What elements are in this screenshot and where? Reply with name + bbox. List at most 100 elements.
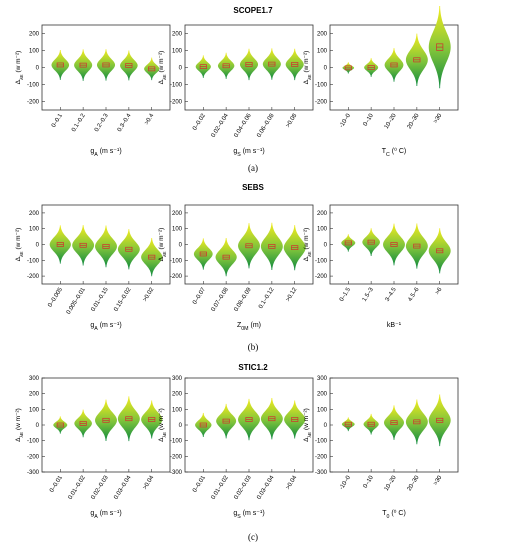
panel-1-0: -200 -100 0 100 200 ΔλE (w m⁻²) 0–0.005 0.005–0… [15, 204, 171, 332]
y-tick-label: -100 [315, 439, 328, 445]
y-tick-label: -200 [315, 274, 328, 280]
y-tick-label: 200 [172, 211, 183, 217]
y-tick-label: 300 [317, 376, 328, 382]
y-tick-label: -100 [170, 83, 183, 89]
x-axis-label: gA (m s⁻¹) [90, 510, 121, 520]
panel-1-2: -200 -100 0 100 200 ΔλE (w m⁻²) 0–1.5 1.5–3 3–4.… [303, 204, 459, 329]
panel-2-1: -300 -200 -100 0 100 200 300 ΔλE (w m⁻²) 0–0.01 0… [158, 376, 314, 520]
x-tick-label: 0.04–0.06 [233, 112, 253, 138]
y-tick-label: -100 [170, 439, 183, 445]
y-tick-label: -100 [27, 258, 40, 264]
x-tick-label: 0–0.01 [49, 474, 64, 493]
x-tick-label: 0–0.005 [47, 286, 64, 308]
x-tick-label: 10–20 [384, 474, 398, 492]
y-tick-label: -200 [315, 454, 328, 460]
y-tick-label: -200 [27, 274, 40, 280]
y-axis-label: ΔλE (w m⁻²) [158, 408, 168, 442]
x-tick-label: 0.15–0.02 [113, 286, 133, 312]
y-tick-label: 200 [317, 211, 328, 217]
x-tick-label: 0.1–0.2 [71, 112, 87, 133]
panel-2-0: -300 -200 -100 0 100 200 300 ΔλE (w m⁻²) 0–0.01 0… [15, 376, 171, 520]
y-tick-label: -200 [170, 454, 183, 460]
x-tick-label: >30 [433, 474, 444, 486]
x-tick-label: 0.01–0.15 [90, 286, 110, 312]
y-tick-label: 200 [317, 392, 328, 398]
x-tick-label: 0.01–0.02 [68, 474, 88, 500]
x-tick-label: 0.02–0.03 [233, 474, 253, 500]
panel-2-2: -300 -200 -100 0 100 200 300 ΔλE (w m⁻²) -10–0 0–… [303, 376, 459, 520]
x-axis-label: gA (m s⁻¹) [90, 322, 121, 332]
x-tick-label: 20–30 [407, 112, 421, 130]
y-axis-label: ΔλE (w m⁻²) [158, 228, 168, 262]
y-tick-label: 0 [179, 66, 183, 72]
x-tick-label: 0.01–0.02 [211, 474, 231, 500]
x-tick-label: 1.5–3 [362, 286, 375, 302]
x-tick-label: >0.08 [285, 112, 298, 129]
y-tick-label: -100 [170, 258, 183, 264]
y-axis-label: ΔλE (w m⁻²) [15, 51, 25, 85]
x-tick-label: -10–0 [339, 474, 353, 491]
chart-caption: (b) [248, 342, 259, 352]
y-tick-label: -200 [170, 100, 183, 106]
y-tick-label: 100 [317, 227, 328, 233]
y-tick-label: -200 [27, 100, 40, 106]
y-tick-label: 0 [36, 243, 40, 249]
x-tick-label: >0.12 [285, 286, 298, 303]
y-tick-label: 200 [29, 32, 40, 38]
panel-1-1: -200 -100 0 100 200 ΔλE (w m⁻²) 0–0.07 0.07–0.0… [158, 204, 314, 332]
y-tick-label: 100 [317, 407, 328, 413]
x-tick-label: 20–30 [407, 474, 421, 492]
x-tick-label: >0.04 [285, 474, 298, 491]
y-axis-label: ΔλE (w m⁻²) [158, 51, 168, 85]
chart-row-2: STIC1.2 (c) -300 -200 -100 0 100 200 300 ΔλE (w m… [15, 363, 459, 542]
x-tick-label: 0.03–0.04 [113, 474, 133, 500]
y-tick-label: 0 [36, 423, 40, 429]
y-axis-label: ΔλE (w m⁻²) [303, 228, 313, 262]
y-tick-label: -300 [170, 470, 183, 476]
y-axis-label: ΔλE (w m⁻²) [303, 51, 313, 85]
y-tick-label: 0 [36, 66, 40, 72]
x-axis-label: gS (m s⁻¹) [233, 148, 264, 158]
y-tick-label: 0 [324, 423, 328, 429]
y-tick-label: 100 [172, 227, 183, 233]
y-tick-label: -200 [170, 274, 183, 280]
y-axis-label: ΔλE (w m⁻²) [15, 408, 25, 442]
x-axis-label: gS (m s⁻¹) [233, 510, 264, 520]
y-tick-label: 0 [324, 243, 328, 249]
x-tick-label: >0.04 [142, 474, 155, 491]
panel-0-0: -200 -100 0 100 200 ΔλE (w m⁻²) 0–0.1 0.1–0.2 0.… [15, 24, 171, 158]
x-tick-label: 0.03–0.04 [256, 474, 276, 500]
panel-0-1: -200 -100 0 100 200 ΔλE (w m⁻²) 0–0.02 0.02–0.0… [158, 24, 314, 158]
y-tick-label: 200 [29, 392, 40, 398]
y-tick-label: 0 [324, 66, 328, 72]
x-tick-label: >0.4 [144, 112, 156, 126]
y-tick-label: 200 [172, 392, 183, 398]
chart-row-0: SCOPE1.7 (a) -200 -100 0 100 200 ΔλE (w m⁻²) 0–0… [15, 5, 459, 173]
chart-title: SEBS [242, 183, 264, 192]
x-tick-label: 4.5–6 [408, 286, 421, 302]
x-axis-label: gA (m s⁻¹) [90, 148, 121, 158]
y-tick-label: 100 [172, 407, 183, 413]
x-axis-label: T0 (⁰ C) [382, 509, 406, 520]
x-tick-label: 0.02–0.04 [211, 112, 231, 138]
x-tick-label: 0–1.5 [339, 286, 352, 302]
y-tick-label: 300 [172, 376, 183, 382]
y-tick-label: 0 [179, 423, 183, 429]
chart-caption: (c) [248, 532, 258, 542]
y-tick-label: 0 [179, 243, 183, 249]
y-tick-label: -100 [315, 83, 328, 89]
chart-row-1: SEBS (b) -200 -100 0 100 200 ΔλE (w m⁻²) 0–0.005… [15, 183, 459, 352]
y-tick-label: 200 [172, 32, 183, 38]
y-tick-label: 100 [29, 227, 40, 233]
y-tick-label: -300 [315, 470, 328, 476]
y-tick-label: 100 [29, 49, 40, 55]
x-tick-label: 0.07–0.08 [211, 286, 231, 312]
y-tick-label: -100 [27, 439, 40, 445]
y-tick-label: 200 [29, 211, 40, 217]
y-tick-label: -200 [315, 100, 328, 106]
x-tick-label: 0.08–0.09 [233, 286, 253, 312]
x-axis-label: Z0M (m) [237, 322, 261, 332]
x-tick-label: 0.02–0.03 [90, 474, 110, 500]
x-tick-label: 0.005–0.01 [66, 286, 87, 315]
x-tick-label: 10–20 [384, 112, 398, 130]
